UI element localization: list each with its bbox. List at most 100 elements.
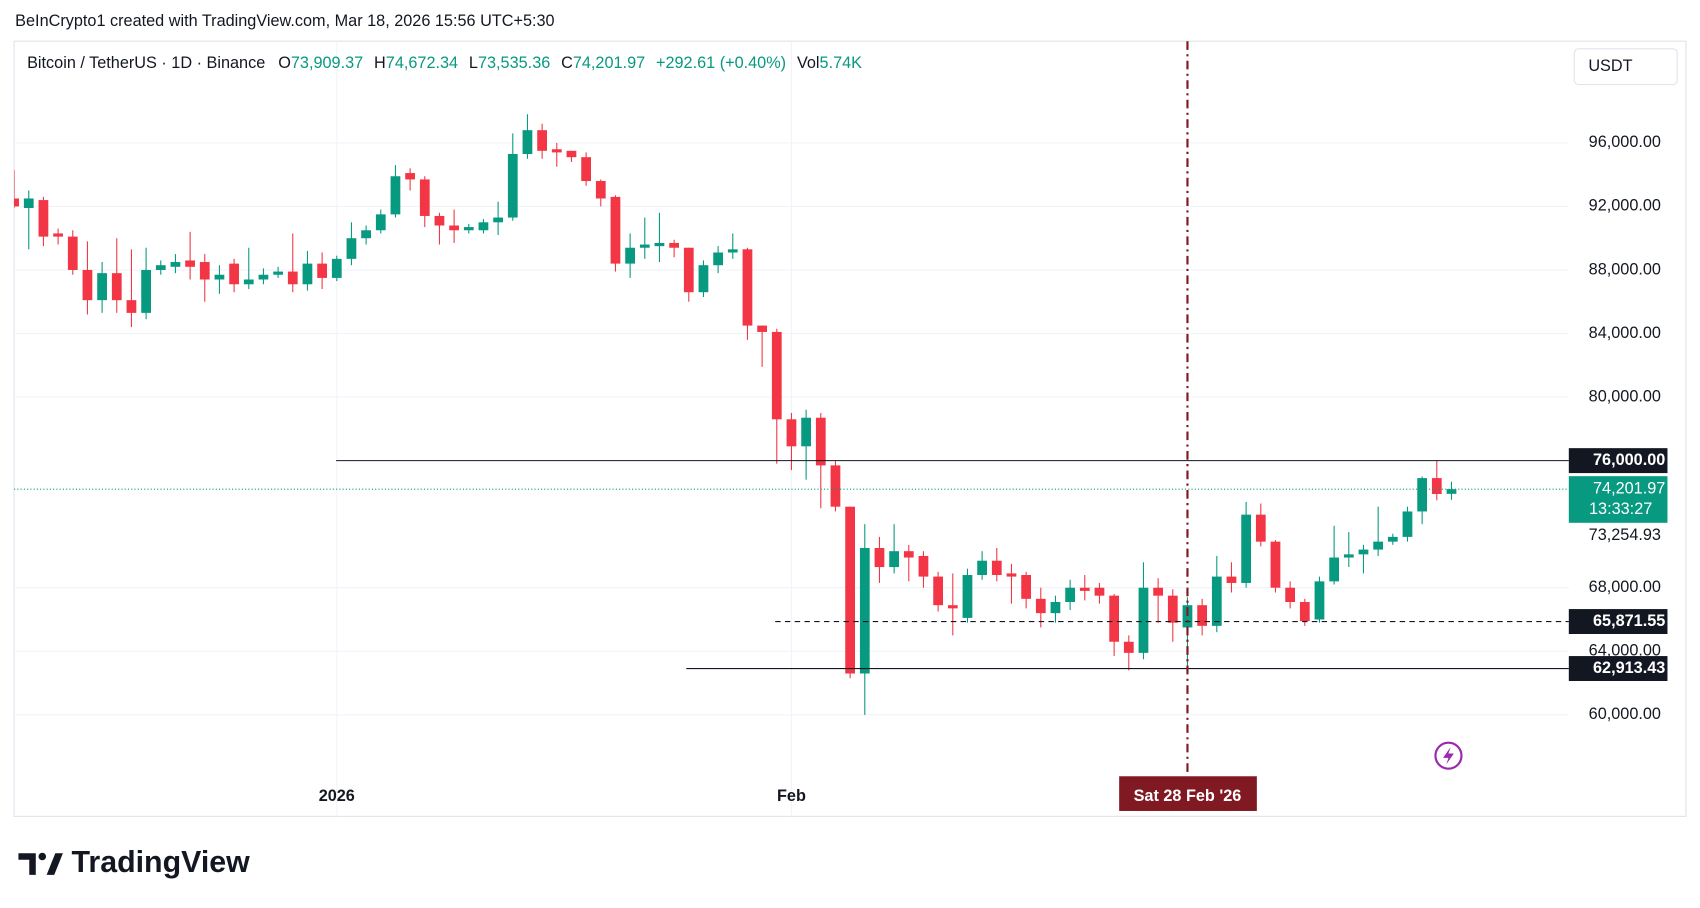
ohlc-value: 73,909.37	[291, 54, 363, 72]
candle-body	[507, 153, 518, 218]
candle-body	[155, 265, 166, 270]
candle-body	[375, 214, 386, 231]
candle-body	[903, 551, 914, 558]
ohlc-key: O	[278, 54, 291, 72]
price-label-box	[1568, 609, 1668, 635]
attribution: BeInCrypto1 created with TradingView.com…	[15, 12, 554, 30]
y-tick-label: 84,000.00	[1589, 324, 1661, 342]
candle-body	[53, 233, 63, 237]
candle-body	[610, 196, 621, 264]
candle-body	[991, 560, 1002, 576]
candle-body	[1402, 511, 1413, 537]
y-tick-label: 60,000.00	[1589, 705, 1661, 723]
candle-body	[933, 576, 944, 606]
candle-body	[199, 262, 210, 280]
candle-body	[361, 230, 371, 239]
candle-body	[258, 274, 269, 280]
currency-button[interactable]	[1573, 48, 1678, 86]
volume-key: Vol	[797, 54, 820, 72]
candle-body	[434, 215, 445, 226]
y-tick-label: 68,000.00	[1589, 578, 1661, 596]
candle-body	[639, 244, 650, 248]
candle-body	[625, 247, 635, 264]
candle-body	[698, 265, 709, 293]
candle-body	[1050, 602, 1061, 614]
ohlc-key: C	[561, 54, 573, 72]
candle-body	[1285, 587, 1296, 603]
price-label-box	[1568, 656, 1668, 681]
overlay: 60,000.00 64,000.00 68,000.00 80,000.00 84,0…	[14, 41, 1668, 811]
currency[interactable]: USDT	[1588, 57, 1632, 75]
candle-body	[1094, 587, 1105, 596]
candle-body	[889, 551, 900, 568]
x-tick-label: 2026	[319, 787, 355, 805]
candle-body	[1299, 602, 1310, 622]
candle-body	[1182, 605, 1193, 628]
symbol: Bitcoin / TetherUS · 1D · Binance	[27, 54, 265, 72]
candle-body	[141, 269, 151, 313]
candle-body	[713, 252, 723, 266]
candle-body	[669, 242, 679, 248]
logo-dot	[38, 852, 47, 861]
candle-body	[1270, 541, 1281, 588]
candle-body	[815, 417, 826, 466]
candle-body	[463, 227, 474, 231]
countdown: 13:33:27	[1589, 500, 1652, 518]
logo-text: TradingView	[72, 846, 251, 879]
candle-body	[654, 242, 665, 247]
candle-body	[1314, 581, 1325, 620]
candle-body	[801, 417, 812, 447]
x-tick-label: Feb	[777, 787, 806, 805]
candle-body	[449, 225, 459, 231]
candle-body	[742, 249, 753, 326]
candle-body	[1241, 514, 1252, 583]
candle-body	[1226, 576, 1237, 583]
candle-body	[214, 274, 225, 280]
candle-body	[170, 262, 181, 267]
lightning-icon[interactable]	[1434, 741, 1463, 770]
candle-body	[1123, 641, 1134, 653]
candle-body	[522, 130, 533, 154]
chart-frame	[13, 40, 1687, 817]
y-tick-label: 64,000.00	[1589, 642, 1661, 660]
price-label: 65,871.55	[1593, 612, 1665, 630]
candle-body	[478, 222, 489, 231]
plot	[14, 114, 1457, 715]
candle-body	[287, 271, 298, 285]
y-tick-label: 88,000.00	[1589, 260, 1661, 278]
crosshair-label: Sat 28 Feb '26	[1134, 787, 1242, 805]
y-tick-label: 96,000.00	[1589, 133, 1661, 151]
crosshair-label-box	[1119, 776, 1257, 811]
candle-body	[1417, 478, 1428, 512]
candle-body	[273, 271, 283, 275]
ohlc-value: 73,535.36	[478, 54, 550, 72]
candle-body	[771, 331, 782, 420]
candle-body	[405, 173, 415, 180]
ohlc: O73,909.37 H74,672.34 L73,535.36 C74,201.97…	[278, 54, 862, 72]
candle-body	[977, 560, 988, 576]
candle-body	[1109, 595, 1120, 642]
candle-body	[1079, 587, 1090, 591]
candle-body	[185, 260, 195, 267]
candle-body	[757, 325, 767, 332]
volume-value: 5.74K	[820, 54, 863, 72]
legend-line: Bitcoin / TetherUS · 1D · Binance O73,909…	[27, 54, 862, 72]
candle-body	[243, 279, 254, 285]
candle-body	[67, 236, 78, 270]
candle-body	[1065, 587, 1076, 603]
candle-body	[1167, 595, 1178, 623]
price-label: 76,000.00	[1593, 451, 1665, 469]
candle-body	[551, 149, 562, 153]
candle-body	[1197, 605, 1208, 626]
candle-body	[1446, 489, 1457, 494]
candle-body	[493, 217, 503, 223]
candle-body	[97, 273, 107, 301]
candle-body	[683, 247, 694, 293]
change: +292.61 (+0.40%)	[656, 54, 786, 72]
candle-body	[1153, 587, 1164, 596]
candle-body	[830, 465, 841, 507]
ohlc-key: H	[374, 54, 386, 72]
